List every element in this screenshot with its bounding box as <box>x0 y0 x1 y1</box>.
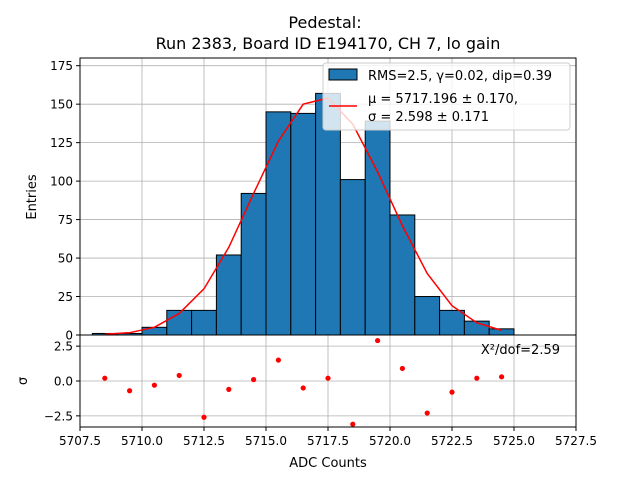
y-bottom-tick-label-0: −2.5 <box>44 409 73 423</box>
legend-histogram-swatch <box>328 68 358 81</box>
histogram-bars <box>91 92 515 336</box>
bottom-axes-frame <box>79 334 577 428</box>
y-top-tick-label-2: 50 <box>58 252 73 266</box>
y-top-tick-label-1: 25 <box>58 290 73 304</box>
histogram-bar-7 <box>265 111 292 336</box>
histogram-bar-12 <box>389 214 416 336</box>
y-top-tick-label-0: 0 <box>65 329 73 343</box>
histogram-bar-11 <box>364 120 391 336</box>
histogram-bar-8 <box>290 112 317 336</box>
y-top-tick-label-7: 175 <box>50 59 73 73</box>
x-tick-label-2: 5712.5 <box>183 434 225 448</box>
x-tick-label-1: 5710.0 <box>121 434 163 448</box>
legend-fit-label-line2: σ = 2.598 ± 0.171 <box>368 110 489 125</box>
y-top-tick-label-4: 100 <box>50 175 73 189</box>
x-tick-label-3: 5715.0 <box>245 434 287 448</box>
histogram-bar-5 <box>215 254 242 336</box>
chart-title-line2: Run 2383, Board ID E194170, CH 7, lo gai… <box>156 34 501 53</box>
histogram-bar-4 <box>191 309 217 336</box>
residual-point-7 <box>275 357 281 363</box>
y-top-tick-label-6: 150 <box>50 98 73 112</box>
histogram-bar-13 <box>414 296 441 336</box>
residual-point-10 <box>350 421 356 427</box>
legend-fit-label-line1: μ = 5717.196 ± 0.170, <box>368 92 518 107</box>
chi2-label: X²/dof=2.59 <box>481 343 560 358</box>
residual-point-9 <box>325 375 331 381</box>
x-tick-label-4: 5717.5 <box>307 434 349 448</box>
x-tick-label-0: 5707.5 <box>59 434 101 448</box>
residual-points <box>102 337 505 427</box>
residual-point-15 <box>474 375 480 381</box>
legend-histogram-label: RMS=2.5, γ=0.02, dip=0.39 <box>368 69 552 84</box>
x-axis-label: ADC Counts <box>289 456 367 471</box>
histogram-bar-10 <box>339 179 366 336</box>
y-axis-label-sigma: σ <box>16 377 31 385</box>
residual-point-6 <box>251 377 257 383</box>
residual-point-2 <box>151 382 157 388</box>
histogram-bar-6 <box>240 192 267 336</box>
y-axis-label-entries: Entries <box>25 174 40 220</box>
x-tick-label-7: 5725.0 <box>493 434 535 448</box>
residual-point-11 <box>375 337 381 344</box>
y-top-tick-label-5: 125 <box>50 136 73 150</box>
residual-point-12 <box>399 365 405 372</box>
legend: RMS=2.5, γ=0.02, dip=0.39 μ = 5717.196 ±… <box>322 62 571 131</box>
residual-point-16 <box>499 374 505 380</box>
x-tick-label-5: 5720.0 <box>369 434 411 448</box>
residual-point-13 <box>424 410 430 416</box>
residual-point-0 <box>102 375 108 381</box>
x-tick-label-8: 5727.5 <box>555 434 597 448</box>
fit-curve <box>104 97 502 335</box>
residual-point-8 <box>300 385 306 391</box>
legend-box <box>322 62 571 131</box>
residual-point-1 <box>127 388 133 394</box>
residual-point-14 <box>449 389 455 395</box>
residual-point-4 <box>201 414 207 420</box>
y-top-tick-label-3: 75 <box>58 213 73 227</box>
histogram-bar-3 <box>166 309 193 336</box>
axis-ticks: 5707.5 5710.0 5712.5 5715.0 5717.5 5720.0 5722… <box>44 59 597 448</box>
x-tick-label-6: 5722.5 <box>431 434 473 448</box>
y-bottom-tick-label-2: 2.5 <box>54 340 73 354</box>
y-bottom-tick-label-1: 0.0 <box>54 375 73 389</box>
histogram-bar-14 <box>439 309 465 336</box>
chart-title-line1: Pedestal: <box>288 13 361 32</box>
residual-point-3 <box>176 372 182 379</box>
residual-point-5 <box>226 386 232 392</box>
